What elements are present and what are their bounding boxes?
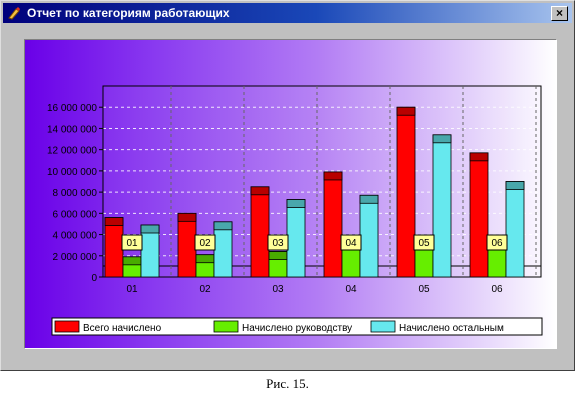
data-label: 01 — [126, 238, 138, 249]
report-window: Отчет по категориям работающих × 0 2 000 … — [0, 0, 575, 371]
management-bar — [268, 251, 288, 278]
x-tick-label: 06 — [491, 284, 503, 295]
x-tick-label: 05 — [418, 284, 430, 295]
bar-body — [469, 152, 489, 278]
data-label-box — [267, 234, 289, 251]
legend-swatch — [370, 320, 396, 333]
legend-label: Начислено остальным — [399, 323, 504, 334]
bar-top — [505, 181, 525, 190]
bar-top — [286, 199, 306, 208]
legend-label: Всего начислено — [83, 323, 162, 334]
bar-top — [250, 186, 270, 196]
data-label: 03 — [272, 238, 284, 249]
others-bar — [359, 194, 379, 278]
y-tick-label: 6 000 000 — [53, 209, 98, 220]
total-bar — [177, 212, 197, 278]
bar-top — [122, 256, 142, 266]
legend-swatch — [213, 320, 239, 333]
others-bar — [140, 224, 160, 278]
data-label-box — [413, 234, 435, 251]
close-button[interactable]: × — [551, 6, 568, 21]
title-bar[interactable]: Отчет по категориям работающих × — [3, 3, 572, 23]
bar-top — [177, 212, 197, 222]
chart-panel: 0 2 000 000 4 000 000 6 000 000 8 000 000 10 … — [24, 39, 557, 349]
bar-chart: 0 2 000 000 4 000 000 6 000 000 8 000 000 10 … — [47, 85, 543, 336]
bar-body — [286, 199, 306, 278]
data-label: 04 — [345, 238, 357, 249]
bar-body — [177, 212, 197, 278]
bar-body — [505, 181, 525, 278]
others-bar — [505, 181, 525, 278]
x-tick-label: 02 — [199, 284, 211, 295]
management-bar — [195, 254, 215, 278]
y-tick-label: 4 000 000 — [53, 231, 98, 242]
y-tick-label: 16 000 000 — [47, 103, 97, 114]
bar-top — [432, 134, 452, 144]
x-tick-label: 04 — [345, 284, 357, 295]
bar-top — [323, 171, 343, 181]
bar-body — [396, 106, 416, 278]
data-label-box — [340, 234, 362, 251]
legend-swatch — [54, 320, 80, 333]
management-bar — [122, 256, 142, 278]
bar-top — [359, 194, 379, 204]
bar-body — [104, 217, 124, 278]
data-label-box — [121, 234, 143, 251]
bar-top — [396, 106, 416, 116]
y-tick-label: 12 000 000 — [47, 146, 97, 157]
bar-top — [104, 217, 124, 226]
data-label: 06 — [491, 238, 503, 249]
others-bar — [286, 199, 306, 278]
total-bar — [396, 106, 416, 278]
total-bar — [469, 152, 489, 278]
y-tick-label: 8 000 000 — [53, 188, 98, 199]
y-tick-label: 0 — [91, 273, 97, 284]
data-label-box — [486, 234, 508, 251]
data-label-box — [194, 234, 216, 251]
x-tick-label: 03 — [272, 284, 284, 295]
bar-top — [213, 221, 233, 231]
y-tick-label: 2 000 000 — [53, 252, 98, 263]
bar-body — [250, 186, 270, 278]
y-tick-label: 10 000 000 — [47, 167, 97, 178]
app-icon — [8, 7, 20, 20]
others-bar — [213, 221, 233, 278]
legend-label: Начислено руководству — [242, 323, 352, 334]
window-title: Отчет по категориям работающих — [27, 6, 230, 20]
data-label: 02 — [199, 238, 211, 249]
legend: Всего начислено Начислено руководству Начи… — [51, 317, 543, 336]
y-tick-label: 14 000 000 — [47, 124, 97, 135]
x-tick-label: 01 — [126, 284, 138, 295]
figure-caption: Рис. 15. — [266, 376, 309, 391]
legend-box — [51, 317, 543, 336]
total-bar — [250, 186, 270, 278]
bar-top — [195, 254, 215, 264]
bar-body — [323, 171, 343, 278]
bar-top — [140, 224, 160, 234]
bar-body — [359, 194, 379, 278]
data-label: 05 — [418, 238, 430, 249]
total-bar — [104, 217, 124, 278]
plot-area — [102, 85, 542, 278]
bar-top — [268, 251, 288, 260]
total-bar — [323, 171, 343, 278]
bar-body — [432, 134, 452, 278]
bar-top — [469, 152, 489, 162]
others-bar — [432, 134, 452, 278]
